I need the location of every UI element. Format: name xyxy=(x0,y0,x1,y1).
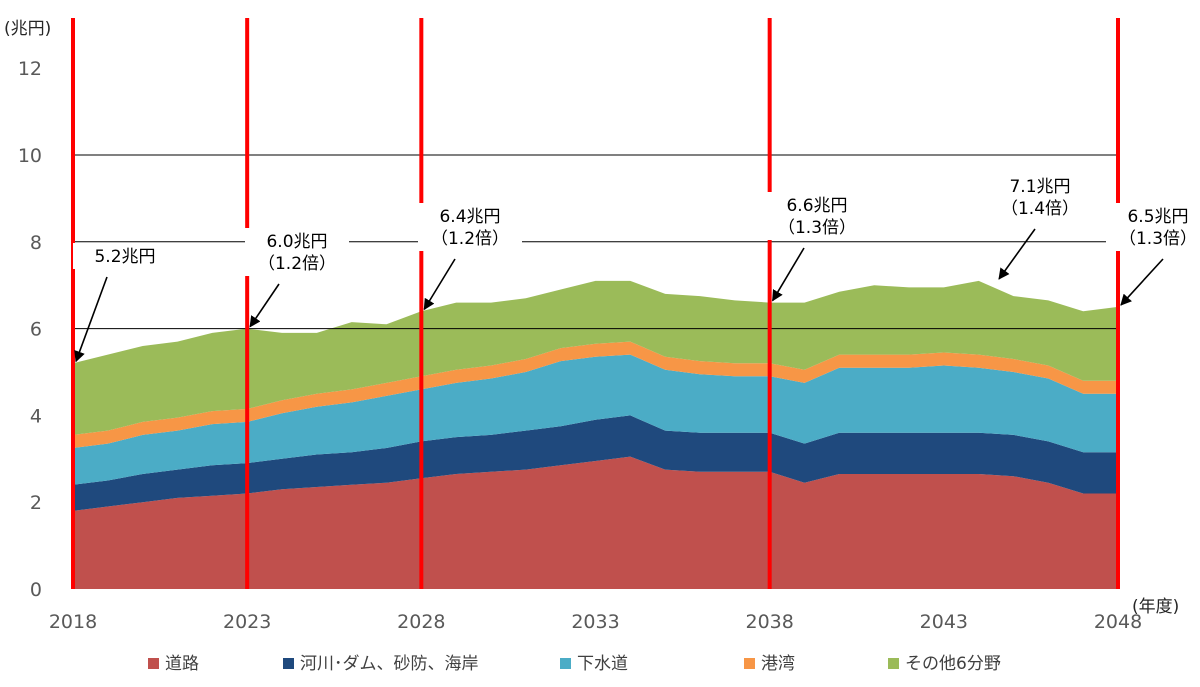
annotation-arrow xyxy=(249,283,280,328)
x-tick-label: 2038 xyxy=(745,611,793,633)
x-tick-label: 2043 xyxy=(920,611,968,633)
legend-label-2: 河川･ダム、砂防、海岸 xyxy=(300,654,479,674)
annotation-label: （1.2倍） xyxy=(258,254,336,274)
legend-swatch-3 xyxy=(560,658,571,669)
annotation-bg xyxy=(765,192,869,240)
legend-label-4: 港湾 xyxy=(761,654,795,674)
x-unit-label: (年度) xyxy=(1132,597,1179,617)
legend-swatch-1 xyxy=(148,658,159,669)
x-tick-label: 2048 xyxy=(1094,611,1142,633)
annotation-label: （1.4倍） xyxy=(1001,199,1079,219)
annotation-label: （1.3倍） xyxy=(778,218,856,238)
annotation-arrow xyxy=(74,276,108,363)
annotation-arrow xyxy=(1120,258,1164,306)
y-tick-label: 2 xyxy=(30,492,42,514)
annotation-label: 6.4兆円 xyxy=(439,207,500,227)
annotation-label: （1.2倍） xyxy=(431,229,509,249)
legend-swatch-4 xyxy=(744,658,755,669)
y-tick-label: 0 xyxy=(30,579,42,601)
legend-label-5: その他6分野 xyxy=(905,654,1001,674)
area-series-2 xyxy=(73,415,1118,511)
legend-swatch-2 xyxy=(283,658,294,669)
annotation-arrow xyxy=(423,258,456,311)
annotation-label: 5.2兆円 xyxy=(94,247,155,267)
annotation-label: （1.3倍） xyxy=(1119,229,1197,249)
annotations: 5.2兆円6.0兆円（1.2倍）6.4兆円（1.2倍）6.6兆円（1.3倍）7.… xyxy=(73,173,1200,363)
annotation-label: 6.6兆円 xyxy=(786,196,847,216)
red-reference-lines xyxy=(71,18,1120,589)
y-tick-label: 4 xyxy=(30,405,42,427)
area-series-1 xyxy=(73,456,1118,589)
y-tick-label: 6 xyxy=(30,319,42,341)
legend-swatch-5 xyxy=(888,658,899,669)
annotation-label: 6.5兆円 xyxy=(1127,207,1188,227)
x-tick-label: 2028 xyxy=(397,611,445,633)
annotation-arrow xyxy=(998,228,1036,280)
y-tick-label: 10 xyxy=(18,145,42,167)
legend: 道路 河川･ダム、砂防、海岸 下水道 港湾 その他6分野 xyxy=(148,654,1001,674)
x-tick-label: 2033 xyxy=(571,611,619,633)
y-tick-label: 12 xyxy=(18,58,42,80)
annotation-bg xyxy=(1106,203,1200,251)
area-series-5 xyxy=(73,280,1118,435)
annotation-label: 7.1兆円 xyxy=(1009,177,1070,197)
area-series-3 xyxy=(73,354,1118,485)
y-tick-label: 8 xyxy=(30,232,42,254)
annotation-arrow xyxy=(771,247,805,302)
stacked-areas xyxy=(73,280,1118,589)
y-unit-label: (兆円) xyxy=(4,19,51,39)
annotation-bg xyxy=(418,203,522,251)
annotation-bg xyxy=(988,173,1092,221)
legend-label-3: 下水道 xyxy=(577,654,628,674)
annotation-bg xyxy=(245,228,349,276)
axes: 0 2 4 6 8 10 12 2018 2023 2028 2033 2038 2043 2048 (兆円… xyxy=(4,19,1179,633)
legend-label-1: 道路 xyxy=(165,654,199,674)
x-tick-label: 2018 xyxy=(49,611,97,633)
annotation-label: 6.0兆円 xyxy=(266,232,327,252)
annotation-bg xyxy=(73,243,177,269)
x-tick-label: 2023 xyxy=(223,611,271,633)
